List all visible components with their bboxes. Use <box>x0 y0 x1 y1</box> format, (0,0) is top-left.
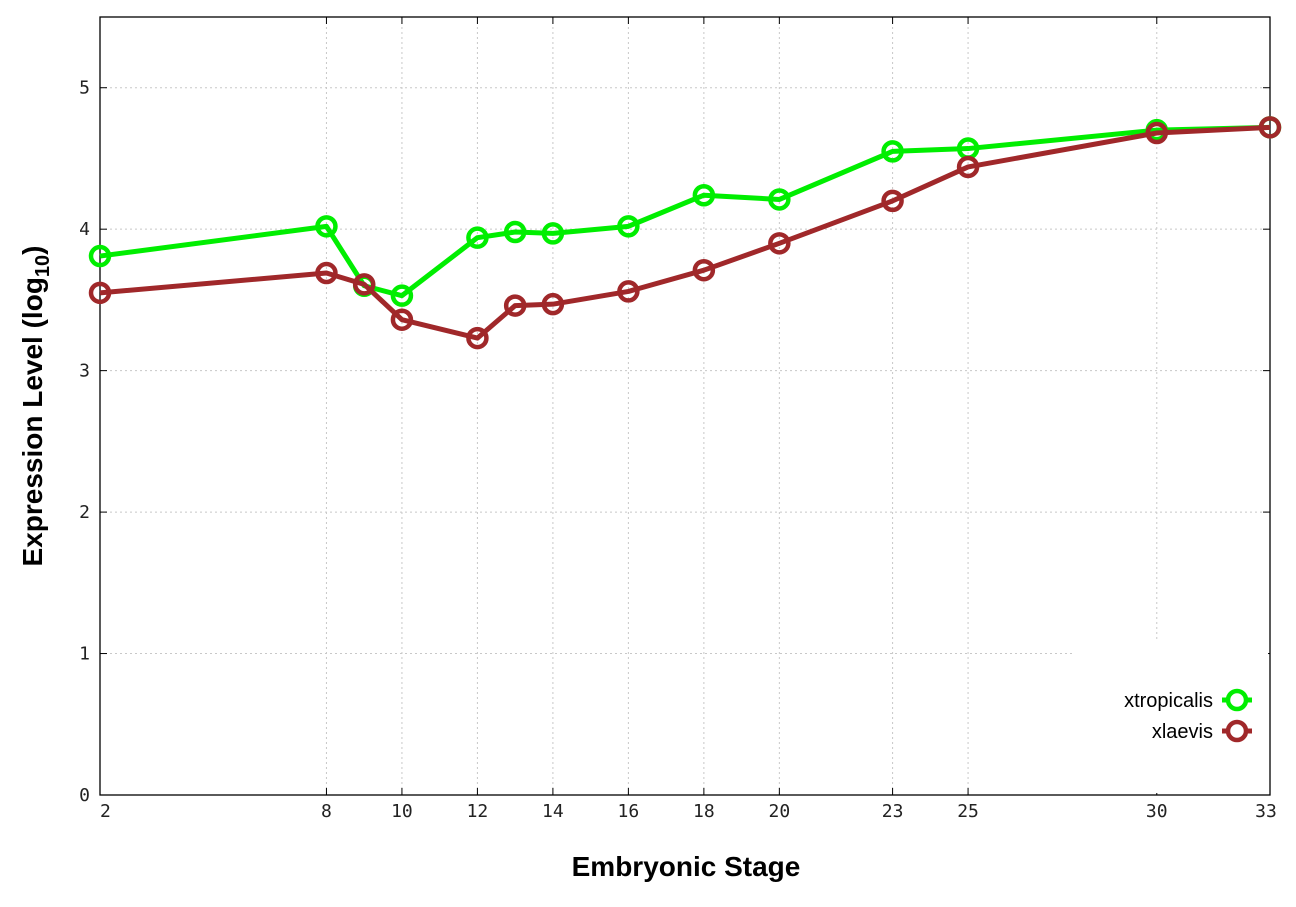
x-tick-label: 33 <box>1255 801 1277 822</box>
data-point <box>768 232 791 255</box>
x-tick-label: 10 <box>391 801 413 822</box>
data-point <box>503 294 527 317</box>
y-axis-title-main: Expression Level (log <box>17 277 48 566</box>
data-point <box>768 188 791 211</box>
x-tick-label: 16 <box>618 801 640 822</box>
legend-label: xlaevis <box>1152 721 1213 743</box>
legend-label: xtropicalis <box>1124 690 1213 712</box>
y-tick-label: 3 <box>79 361 90 382</box>
x-tick-label: 2 <box>100 801 111 822</box>
x-axis-title: Embryonic Stage <box>572 851 801 882</box>
y-tick-label: 1 <box>79 644 90 665</box>
y-tick-label: 5 <box>79 78 90 99</box>
data-point <box>881 189 904 213</box>
series-xlaevis <box>88 116 1282 350</box>
x-tick-label: 20 <box>769 801 791 822</box>
data-point <box>692 183 716 207</box>
data-point <box>541 292 565 316</box>
data-point <box>390 308 414 331</box>
data-point <box>315 261 338 285</box>
y-tick-label: 0 <box>79 785 90 806</box>
data-point <box>1258 116 1282 139</box>
data-point <box>315 215 338 238</box>
x-tick-label: 23 <box>882 801 904 822</box>
data-point <box>692 258 716 282</box>
y-axis-title-close: ) <box>17 246 48 255</box>
data-point <box>956 155 980 179</box>
data-point <box>352 273 376 296</box>
y-axis-title: Expression Level (log10) <box>17 246 54 567</box>
data-point <box>390 284 414 307</box>
x-tick-label: 12 <box>467 801 489 822</box>
y-axis-title-subscript: 10 <box>32 255 54 277</box>
x-tick-label: 18 <box>693 801 715 822</box>
data-point <box>466 226 489 249</box>
data-point <box>617 215 640 238</box>
data-point <box>881 140 904 163</box>
data-point <box>503 220 527 244</box>
x-tick-label: 25 <box>957 801 979 822</box>
x-tick-label: 8 <box>321 801 332 822</box>
data-point <box>541 222 565 245</box>
legend-swatch-marker <box>1225 688 1249 712</box>
series-line <box>99 124 1271 299</box>
legend-swatch-marker <box>1225 719 1249 743</box>
data-point <box>88 281 112 305</box>
data-point <box>1145 121 1169 145</box>
x-tick-label: 14 <box>542 801 564 822</box>
series <box>88 116 1282 350</box>
legend-background <box>1072 640 1268 793</box>
legend: xtropicalis xlaevis <box>1072 640 1268 793</box>
y-tick-label: 2 <box>79 502 90 523</box>
data-point <box>466 326 489 350</box>
x-tick-label: 30 <box>1146 801 1168 822</box>
y-tick-label: 4 <box>79 219 90 240</box>
data-point <box>88 244 112 268</box>
data-point <box>617 280 640 303</box>
plot-frame <box>99 16 1271 796</box>
